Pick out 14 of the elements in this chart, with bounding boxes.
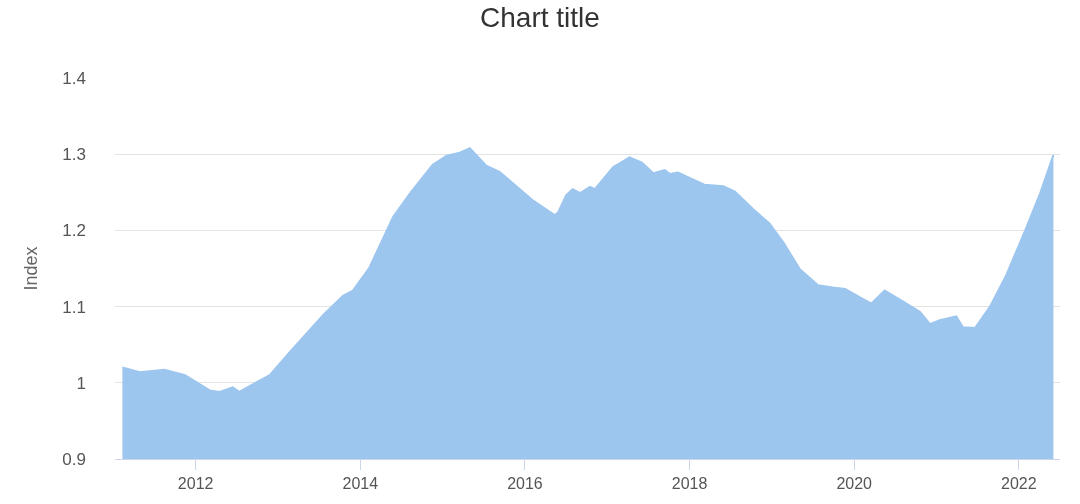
x-tick-label: 2016 <box>507 475 543 493</box>
chart-title: Chart title <box>480 2 600 34</box>
y-tick-label: 0.9 <box>62 449 86 469</box>
x-tick-label: 2022 <box>1001 475 1037 493</box>
x-tick-label: 2020 <box>836 475 873 493</box>
x-tick-label: 2018 <box>671 475 708 493</box>
y-tick-label: 1.3 <box>62 145 86 165</box>
x-tick-label: 2012 <box>177 475 214 493</box>
y-tick-label: 1 <box>76 373 86 393</box>
y-tick-label: 1.2 <box>62 221 86 241</box>
y-axis-title: Index <box>20 246 41 291</box>
x-tick-label: 2014 <box>342 475 379 493</box>
y-tick-label: 1.1 <box>62 297 86 317</box>
y-tick-label: 1.4 <box>62 68 86 88</box>
